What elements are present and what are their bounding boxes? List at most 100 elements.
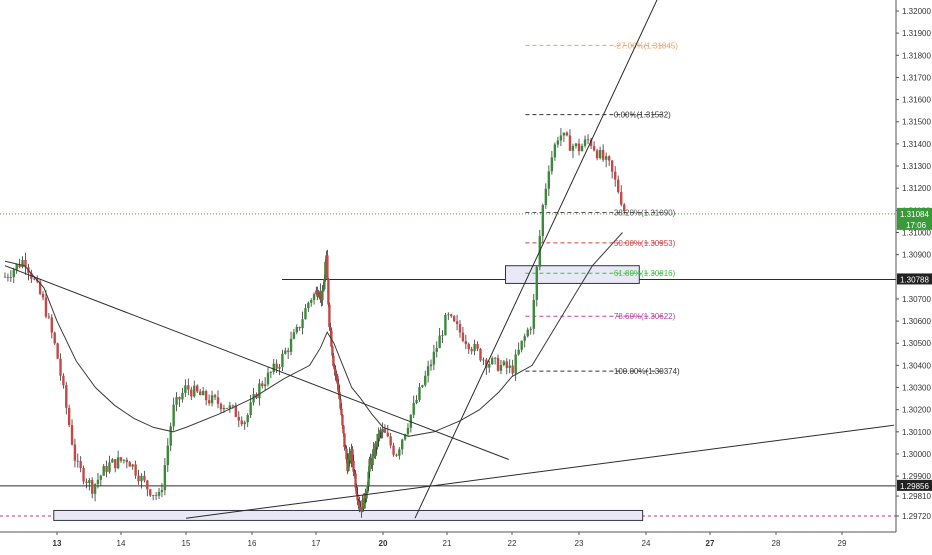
price-tick-label: 1.31300: [902, 162, 931, 171]
candle-body: [281, 353, 284, 368]
candle-body: [228, 405, 232, 409]
candle-body: [562, 132, 566, 136]
candle-body: [409, 414, 413, 428]
price-tick-label: 1.31800: [902, 51, 931, 60]
fib-level-label: 61.80%(1.30816): [614, 269, 676, 278]
candle-body: [342, 425, 345, 434]
price-tick-label: 1.30700: [902, 295, 931, 304]
candle-body: [338, 391, 341, 400]
candle-body: [520, 340, 523, 350]
candle-body: [266, 372, 270, 385]
candle-body: [464, 341, 468, 345]
candle-body: [535, 266, 538, 300]
candle-body: [137, 475, 140, 482]
candle-body: [412, 402, 415, 415]
candle-body: [556, 140, 560, 145]
candle-body: [482, 359, 485, 361]
time-tick-label: 22: [508, 539, 517, 548]
price-tick-label: 1.29900: [902, 472, 931, 481]
candle-body: [163, 465, 167, 491]
candle-body: [237, 416, 240, 421]
candle-body: [366, 485, 369, 493]
candle-body: [574, 143, 578, 147]
candle-body: [401, 439, 404, 450]
time-tick-label: 14: [117, 539, 126, 548]
trendline: [414, 0, 658, 519]
candle-body: [240, 420, 243, 425]
candle-body: [435, 348, 438, 352]
candle-body: [122, 459, 126, 461]
candle-body: [620, 191, 623, 205]
candle-body: [249, 402, 252, 416]
price-tick-label: 1.30300: [902, 384, 931, 393]
candle-body: [389, 436, 392, 446]
candle-body: [511, 365, 514, 374]
candle-body: [335, 373, 338, 376]
candle-body: [616, 179, 620, 192]
candle-body: [125, 459, 129, 463]
candle-body: [374, 443, 377, 457]
candle-body: [499, 364, 503, 371]
candle-body: [216, 397, 220, 404]
candle-body: [328, 304, 331, 327]
candle-body: [231, 405, 235, 407]
candle-body: [365, 492, 368, 499]
candle-body: [198, 391, 202, 396]
candle-body: [526, 329, 529, 337]
fib-level-label: 78.60%(1.30622): [614, 312, 676, 321]
candle-body: [108, 462, 111, 472]
candle-body: [6, 276, 10, 278]
candle-body: [367, 471, 370, 486]
candle-body: [67, 407, 71, 426]
candle-body: [219, 403, 223, 410]
candle-body: [102, 465, 105, 476]
candle-body: [114, 459, 117, 469]
horizontal-levels: [0, 213, 896, 517]
price-label-time: 17:06: [906, 221, 927, 230]
candle-body: [386, 432, 389, 437]
candle-body: [496, 357, 500, 371]
candle-body: [193, 385, 196, 397]
candle-body: [326, 255, 329, 279]
time-tick-label: 24: [642, 539, 651, 548]
candle-body: [140, 475, 143, 482]
candle-body: [392, 445, 395, 455]
candle-body: [9, 277, 13, 278]
candle-body: [604, 156, 608, 160]
candle-body: [352, 460, 355, 472]
candle-body: [316, 290, 319, 297]
candle-body: [383, 428, 387, 433]
candle-body: [225, 408, 229, 409]
candle-body: [169, 426, 172, 446]
time-tick-label: 27: [706, 539, 715, 548]
candle-body: [490, 358, 494, 364]
price-tick-label: 1.30000: [902, 450, 931, 459]
candle-body: [592, 146, 596, 151]
candle-body: [204, 391, 208, 401]
candle-body: [334, 369, 337, 374]
moving-average-line: [4, 232, 623, 437]
candle-body: [105, 465, 108, 472]
candle-body: [607, 156, 611, 161]
candle-body: [610, 160, 614, 172]
price-tick-label: 1.31000: [902, 228, 931, 237]
candle-body: [181, 392, 184, 400]
candle-body: [337, 383, 340, 392]
candle-body: [473, 343, 476, 352]
candle-body: [553, 144, 557, 158]
candle-body: [258, 383, 261, 399]
price-label-box: [897, 479, 932, 491]
candle-body: [355, 487, 358, 495]
candle-body: [18, 264, 21, 268]
candle-body: [143, 475, 146, 481]
candle-body: [333, 366, 336, 370]
candle-body: [298, 327, 301, 329]
time-axis: 13 14 15 16 17 20 21 22 23 24 27 28 29: [0, 531, 896, 548]
candle-body: [345, 448, 348, 460]
candle-body: [485, 359, 488, 368]
candle-body: [406, 427, 410, 435]
candle-body: [517, 349, 520, 355]
candle-body: [196, 385, 199, 392]
